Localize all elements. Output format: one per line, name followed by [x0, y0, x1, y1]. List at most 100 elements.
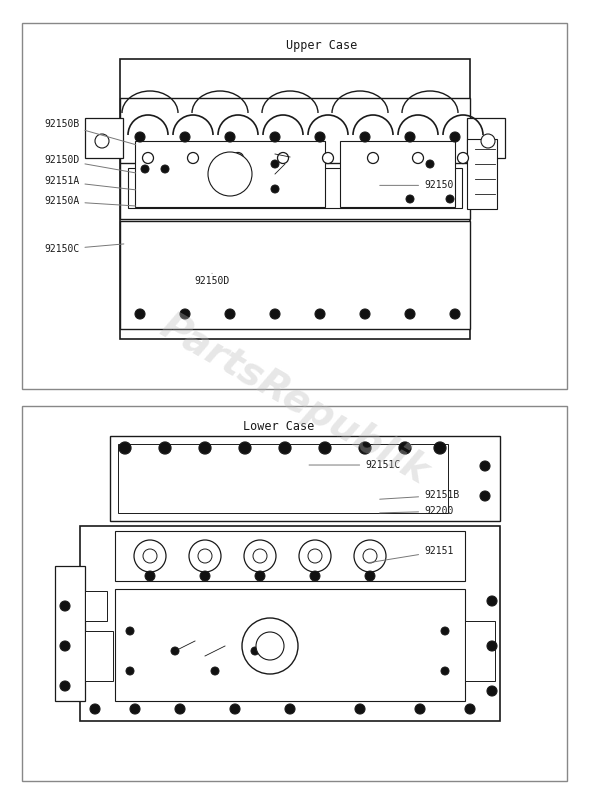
Circle shape: [487, 686, 497, 696]
Circle shape: [412, 153, 423, 164]
Circle shape: [405, 132, 415, 142]
Circle shape: [480, 461, 490, 471]
Bar: [120, 129, 470, 219]
Circle shape: [315, 309, 325, 319]
Circle shape: [465, 704, 475, 714]
Text: 92150: 92150: [380, 181, 454, 190]
Circle shape: [354, 540, 386, 572]
Text: 92200: 92200: [380, 507, 454, 516]
Bar: [55, 566, 85, 701]
Bar: [465, 621, 495, 681]
Circle shape: [143, 549, 157, 563]
Bar: [340, 141, 455, 207]
Circle shape: [126, 667, 134, 675]
Bar: [85, 591, 107, 621]
Text: 92150A: 92150A: [44, 197, 135, 206]
Circle shape: [255, 571, 265, 581]
Circle shape: [368, 153, 379, 164]
Text: 92151A: 92151A: [44, 177, 135, 190]
Circle shape: [319, 442, 331, 454]
Bar: [118, 444, 448, 513]
Text: Upper Case: Upper Case: [286, 38, 358, 51]
Circle shape: [256, 632, 284, 660]
Circle shape: [211, 667, 219, 675]
Circle shape: [244, 540, 276, 572]
Circle shape: [159, 442, 171, 454]
Circle shape: [135, 132, 145, 142]
Circle shape: [180, 132, 190, 142]
Bar: [467, 118, 505, 158]
Text: 92150B: 92150B: [44, 119, 135, 145]
Circle shape: [271, 160, 279, 168]
Circle shape: [119, 442, 131, 454]
Text: Lower Case: Lower Case: [243, 419, 314, 432]
Circle shape: [175, 704, 185, 714]
Circle shape: [487, 641, 497, 651]
Circle shape: [270, 309, 280, 319]
Bar: [120, 221, 470, 329]
Circle shape: [130, 704, 140, 714]
Circle shape: [135, 309, 145, 319]
Circle shape: [126, 627, 134, 635]
Circle shape: [405, 309, 415, 319]
Text: 92151C: 92151C: [309, 460, 401, 470]
Circle shape: [60, 601, 70, 611]
Text: 92150D: 92150D: [44, 155, 135, 173]
Circle shape: [251, 647, 259, 655]
Circle shape: [458, 153, 468, 164]
Circle shape: [279, 442, 291, 454]
Circle shape: [233, 153, 243, 164]
Bar: [115, 589, 465, 701]
Circle shape: [187, 153, 198, 164]
Bar: [120, 98, 470, 163]
Circle shape: [95, 134, 109, 148]
Circle shape: [270, 132, 280, 142]
Circle shape: [198, 549, 212, 563]
Circle shape: [310, 571, 320, 581]
Circle shape: [189, 540, 221, 572]
Bar: [80, 526, 500, 721]
Circle shape: [308, 549, 322, 563]
Bar: [467, 139, 497, 209]
Circle shape: [480, 491, 490, 501]
Bar: [85, 631, 113, 681]
Circle shape: [60, 681, 70, 691]
Circle shape: [359, 442, 371, 454]
Circle shape: [406, 195, 414, 203]
Circle shape: [199, 442, 211, 454]
Circle shape: [481, 134, 495, 148]
Text: PartsRepublik: PartsRepublik: [154, 307, 435, 492]
Circle shape: [299, 540, 331, 572]
Circle shape: [239, 442, 251, 454]
Bar: [135, 141, 325, 207]
Circle shape: [441, 627, 449, 635]
Circle shape: [171, 647, 179, 655]
Circle shape: [143, 153, 154, 164]
Circle shape: [242, 618, 298, 674]
Circle shape: [323, 153, 333, 164]
Circle shape: [60, 641, 70, 651]
Bar: [128, 168, 462, 208]
Circle shape: [225, 309, 235, 319]
Bar: [120, 59, 470, 339]
Circle shape: [315, 132, 325, 142]
Circle shape: [434, 442, 446, 454]
Circle shape: [277, 153, 289, 164]
Bar: [22, 406, 567, 781]
Circle shape: [145, 571, 155, 581]
Text: 92151: 92151: [368, 547, 454, 562]
Circle shape: [487, 596, 497, 606]
Circle shape: [90, 704, 100, 714]
Circle shape: [200, 571, 210, 581]
Text: 92151B: 92151B: [380, 491, 459, 500]
Text: 92150D: 92150D: [194, 273, 230, 286]
Circle shape: [253, 549, 267, 563]
Circle shape: [450, 132, 460, 142]
Circle shape: [426, 160, 434, 168]
Circle shape: [271, 185, 279, 193]
Circle shape: [399, 442, 411, 454]
Circle shape: [441, 667, 449, 675]
Circle shape: [180, 309, 190, 319]
Circle shape: [363, 549, 377, 563]
Circle shape: [225, 132, 235, 142]
